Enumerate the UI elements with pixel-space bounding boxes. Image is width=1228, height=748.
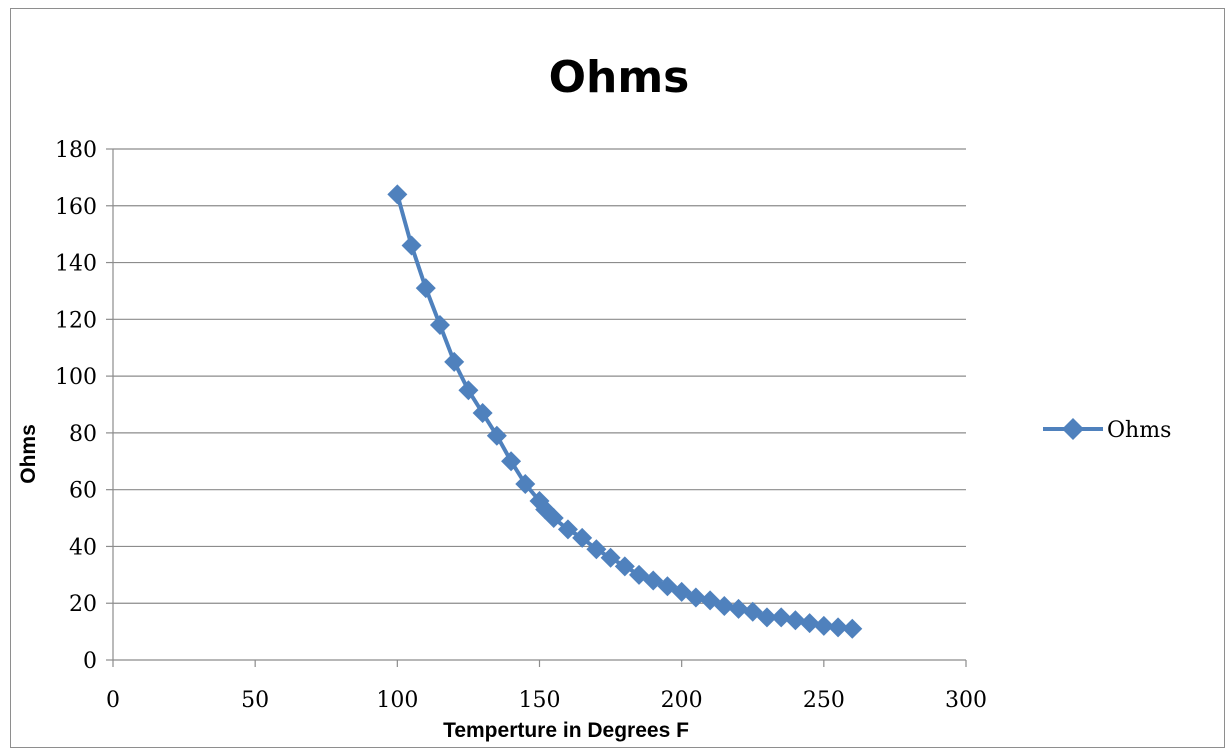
x-axis-label: Temperture in Degrees F bbox=[443, 719, 689, 742]
chart-title: Ohms bbox=[549, 52, 690, 103]
legend-label-ohms: Ohms bbox=[1107, 418, 1171, 443]
y-tick-label: 160 bbox=[55, 195, 97, 220]
y-tick-label: 60 bbox=[69, 479, 97, 504]
data-point bbox=[387, 184, 408, 205]
x-tick-label: 150 bbox=[519, 688, 561, 713]
data-point bbox=[401, 235, 422, 256]
y-tick-label: 20 bbox=[69, 592, 97, 617]
y-tick-label: 120 bbox=[55, 308, 97, 333]
data-point bbox=[785, 610, 806, 631]
data-point bbox=[458, 380, 479, 401]
data-point bbox=[799, 613, 820, 634]
y-tick-label: 140 bbox=[55, 252, 97, 277]
x-tick-label: 200 bbox=[661, 688, 703, 713]
x-tick-label: 0 bbox=[106, 688, 120, 713]
data-point bbox=[543, 508, 564, 529]
y-tick-label: 40 bbox=[69, 535, 97, 560]
data-point bbox=[515, 473, 536, 494]
data-point bbox=[771, 607, 792, 628]
data-point bbox=[728, 598, 749, 619]
y-axis-label: Ohms bbox=[17, 424, 40, 484]
grid-lines bbox=[113, 148, 966, 604]
data-point bbox=[429, 315, 450, 336]
x-tick-label: 250 bbox=[803, 688, 845, 713]
chart-frame bbox=[10, 8, 1225, 748]
data-point bbox=[600, 547, 621, 568]
x-tick-labels: 0 50 100 150 200 250 300 bbox=[106, 688, 987, 713]
y-tick-label: 100 bbox=[55, 365, 97, 390]
data-point bbox=[501, 451, 522, 472]
data-point bbox=[614, 556, 635, 577]
data-point bbox=[486, 425, 507, 446]
data-point bbox=[714, 596, 735, 617]
data-point bbox=[828, 617, 849, 638]
axes bbox=[106, 148, 967, 667]
y-tick-label: 0 bbox=[83, 649, 97, 674]
x-tick-label: 100 bbox=[376, 688, 418, 713]
data-point bbox=[572, 527, 593, 548]
y-tick-label: 80 bbox=[69, 422, 97, 447]
x-tick-label: 300 bbox=[945, 688, 987, 713]
legend: Ohms bbox=[1043, 418, 1171, 443]
data-point bbox=[842, 618, 863, 639]
data-point bbox=[415, 278, 436, 299]
data-point bbox=[472, 403, 493, 424]
legend-marker-diamond bbox=[1062, 418, 1084, 440]
data-point bbox=[756, 607, 777, 628]
y-tick-labels: 0 20 40 60 80 100 120 140 160 180 bbox=[55, 138, 97, 674]
x-tick-label: 50 bbox=[241, 688, 269, 713]
data-point bbox=[813, 615, 834, 636]
series-markers bbox=[387, 184, 863, 639]
y-tick-label: 180 bbox=[55, 138, 97, 163]
data-point bbox=[685, 587, 706, 608]
data-point bbox=[444, 351, 465, 372]
data-point bbox=[557, 519, 578, 540]
data-point bbox=[586, 539, 607, 560]
